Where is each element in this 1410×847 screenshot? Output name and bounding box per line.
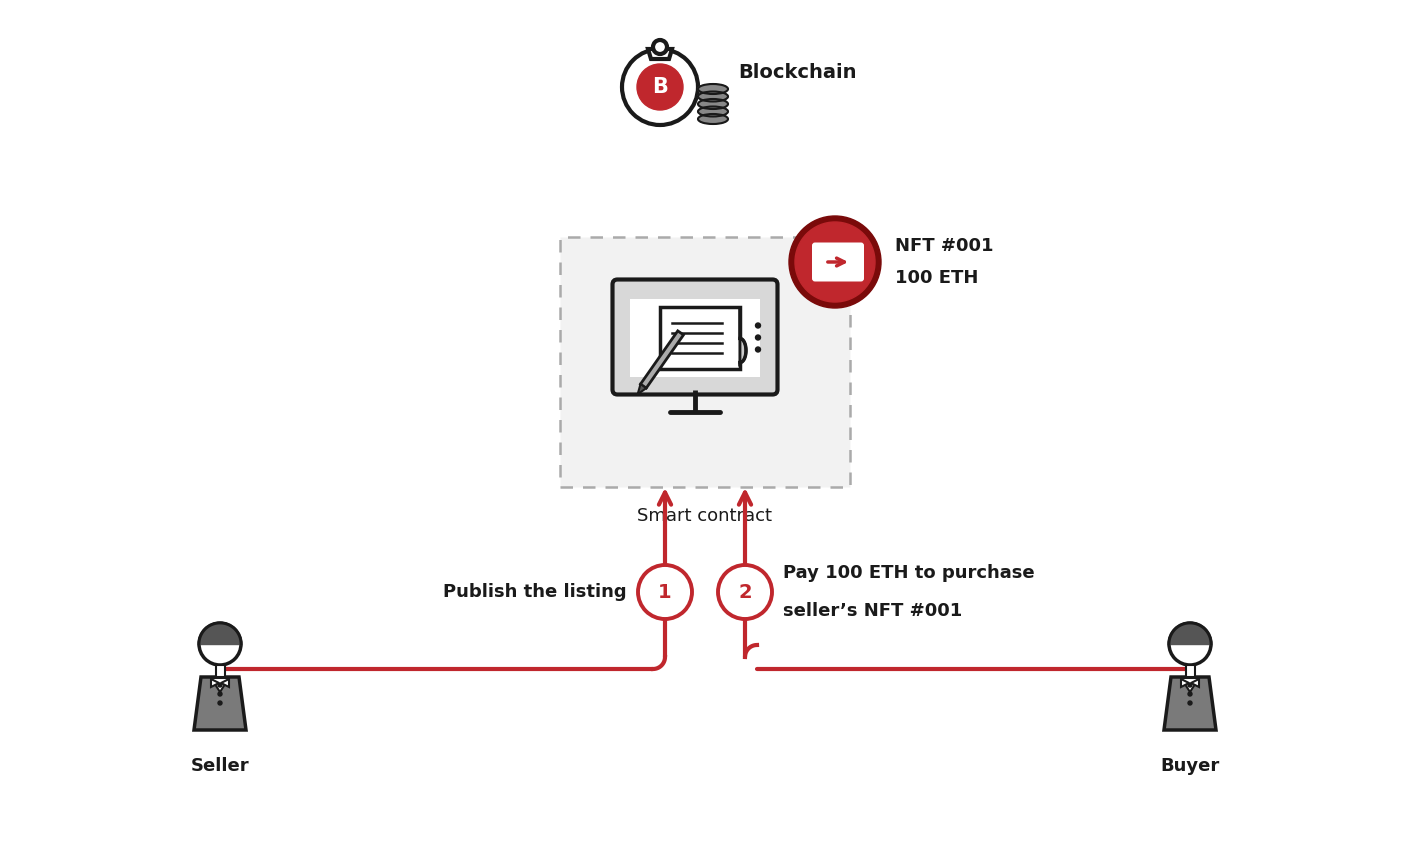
Text: Buyer: Buyer <box>1160 757 1220 775</box>
Text: 1: 1 <box>658 583 671 601</box>
Bar <box>1186 665 1194 677</box>
Ellipse shape <box>698 84 728 94</box>
FancyBboxPatch shape <box>630 298 760 377</box>
Circle shape <box>653 40 667 54</box>
Circle shape <box>637 565 692 619</box>
Circle shape <box>219 701 221 705</box>
Circle shape <box>219 683 221 687</box>
Text: 2: 2 <box>739 583 752 601</box>
Circle shape <box>756 347 760 352</box>
Polygon shape <box>1182 679 1189 687</box>
Circle shape <box>1169 623 1211 665</box>
FancyBboxPatch shape <box>812 242 864 281</box>
Circle shape <box>199 623 241 665</box>
Circle shape <box>1189 692 1191 696</box>
Text: NFT #001: NFT #001 <box>895 237 994 255</box>
Circle shape <box>1189 683 1191 687</box>
Circle shape <box>795 222 876 302</box>
Ellipse shape <box>698 99 728 109</box>
Text: Blockchain: Blockchain <box>737 63 856 81</box>
Circle shape <box>637 64 682 110</box>
Polygon shape <box>637 385 646 395</box>
Polygon shape <box>212 678 228 692</box>
Polygon shape <box>740 308 746 367</box>
Text: Publish the listing: Publish the listing <box>443 583 627 601</box>
Circle shape <box>1189 701 1191 705</box>
Polygon shape <box>649 49 673 59</box>
FancyBboxPatch shape <box>560 237 850 487</box>
Text: Seller: Seller <box>190 757 250 775</box>
Bar <box>216 665 224 677</box>
Text: 100 ETH: 100 ETH <box>895 269 979 287</box>
Polygon shape <box>221 679 228 687</box>
Polygon shape <box>640 331 684 388</box>
Polygon shape <box>1165 677 1215 730</box>
Polygon shape <box>1191 679 1198 687</box>
Text: B: B <box>651 77 668 97</box>
FancyBboxPatch shape <box>660 307 740 368</box>
FancyBboxPatch shape <box>612 280 777 395</box>
Polygon shape <box>212 679 219 687</box>
Ellipse shape <box>698 114 728 124</box>
Circle shape <box>756 335 760 340</box>
Text: Smart contract: Smart contract <box>637 507 773 525</box>
Polygon shape <box>1182 678 1198 692</box>
Circle shape <box>219 692 221 696</box>
Circle shape <box>622 49 698 125</box>
Ellipse shape <box>698 91 728 102</box>
Polygon shape <box>195 677 245 730</box>
Ellipse shape <box>698 107 728 117</box>
Text: Pay 100 ETH to purchase: Pay 100 ETH to purchase <box>783 564 1035 582</box>
Circle shape <box>756 323 760 328</box>
Circle shape <box>718 565 773 619</box>
Text: seller’s NFT #001: seller’s NFT #001 <box>783 602 962 620</box>
Circle shape <box>790 216 881 308</box>
